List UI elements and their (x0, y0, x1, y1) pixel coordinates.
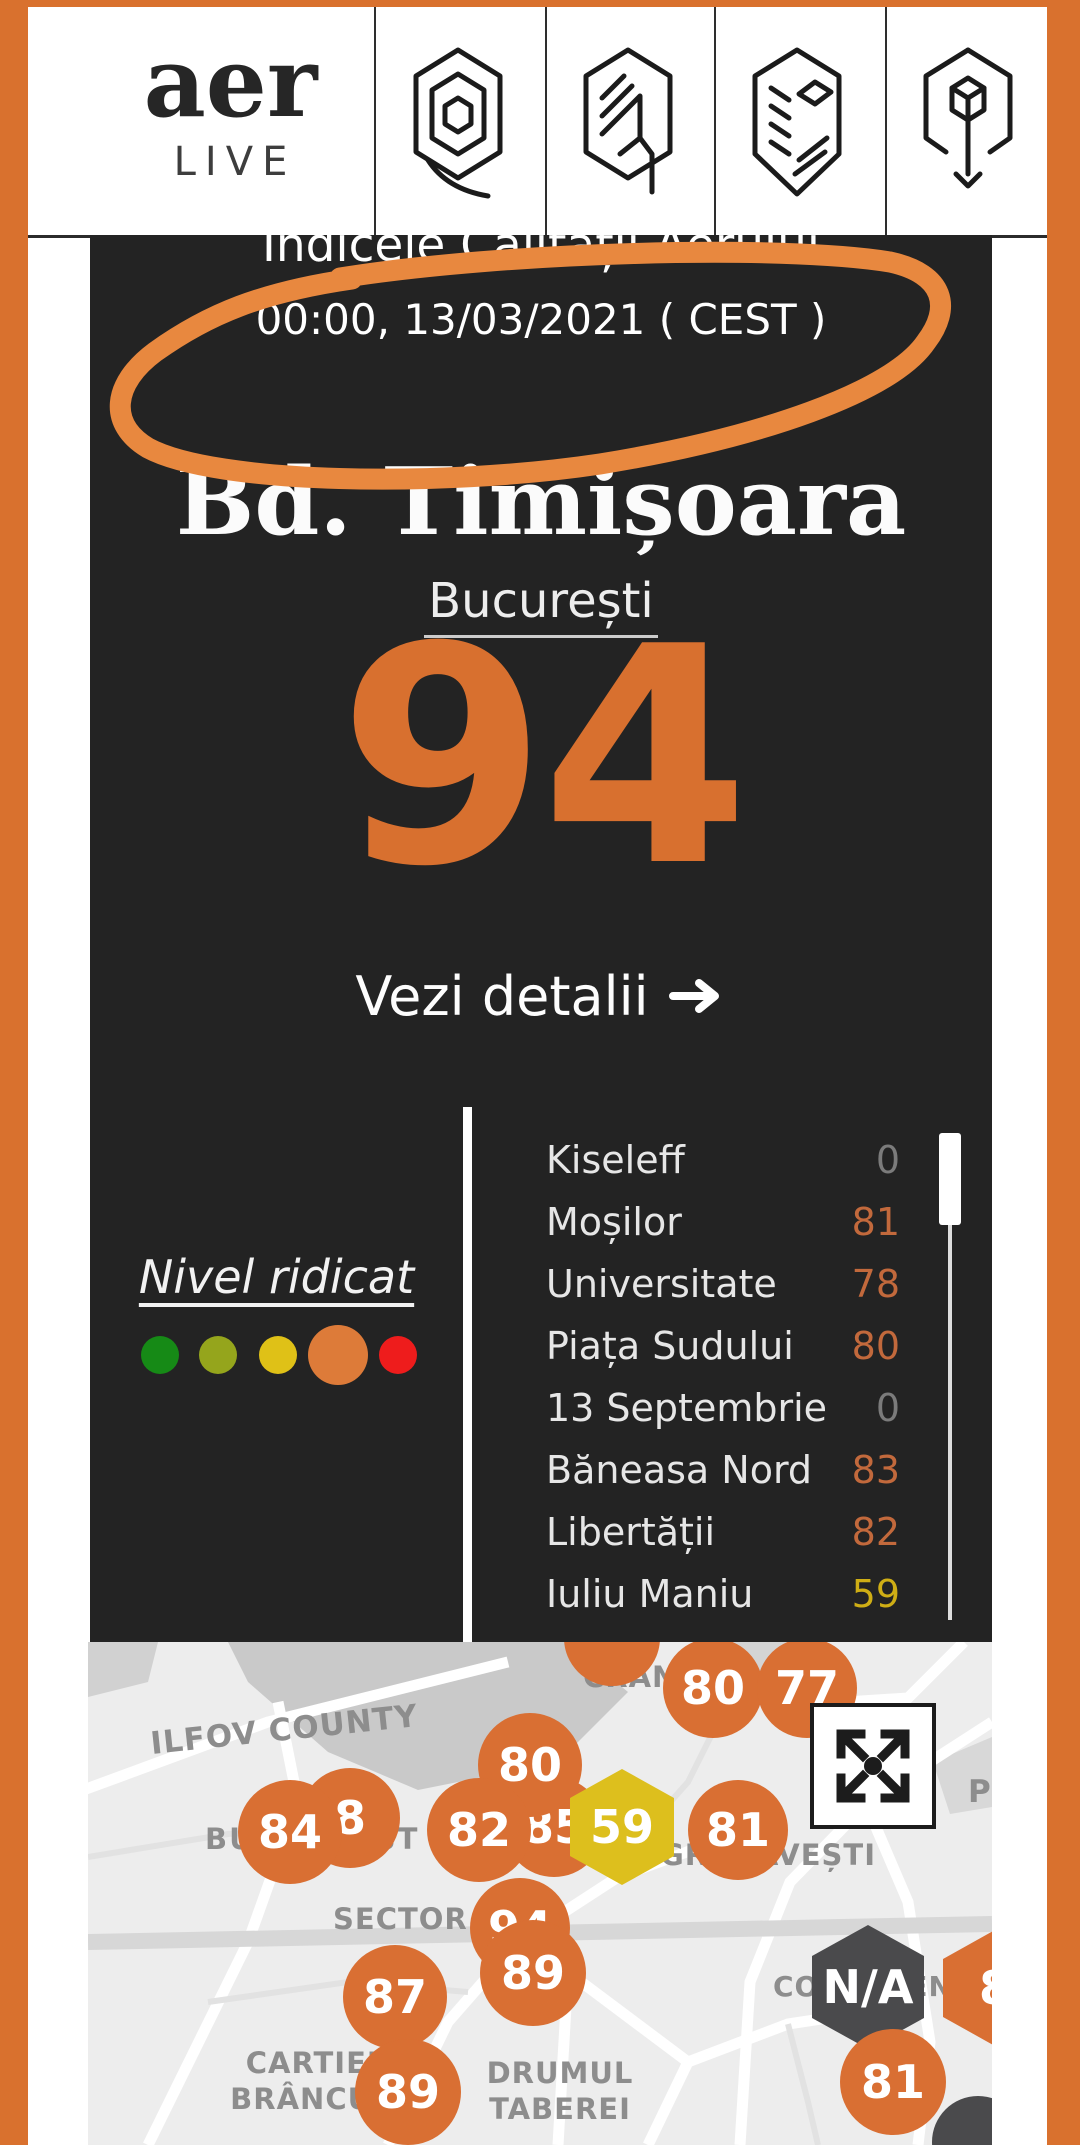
station-name: Kiseleff (546, 1138, 685, 1182)
map-label: TABEREI (489, 2092, 631, 2126)
station-value: 81 (851, 1200, 900, 1244)
details-link[interactable]: Vezi detalii (90, 961, 992, 1031)
map-expand-button[interactable] (810, 1703, 936, 1829)
app-logo[interactable]: aer (143, 26, 318, 139)
scale-dot-olive (199, 1336, 237, 1374)
station-row[interactable]: 13 Septembrie 0 (472, 1386, 992, 1434)
scale-dot-red (379, 1336, 417, 1374)
app-header: aer LIVE (28, 7, 1047, 238)
city-link[interactable]: București (424, 573, 658, 638)
station-value: 80 (851, 1324, 900, 1368)
hex-branch-icon[interactable] (568, 42, 688, 202)
station-name: Universitate (546, 1262, 777, 1306)
station-row[interactable]: Băneasa Nord 83 (472, 1448, 992, 1496)
map-marker[interactable]: 81 (840, 2029, 946, 2135)
map-marker[interactable]: 80 (663, 1642, 763, 1738)
scale-dot-yellow (259, 1336, 297, 1374)
details-label: Vezi detalii (355, 964, 649, 1028)
station-row[interactable]: Iuliu Maniu 59 (472, 1572, 992, 1620)
scale-dot-green (141, 1336, 179, 1374)
scrollbar-track (948, 1225, 952, 1620)
map-marker[interactable]: 82 (427, 1778, 531, 1882)
station-value: 59 (851, 1572, 900, 1616)
station-name: Libertății (546, 1510, 716, 1554)
station-row[interactable]: Piața Sudului 80 (472, 1324, 992, 1372)
map-label: P (968, 1774, 992, 1810)
map-marker[interactable]: 77 (757, 1642, 857, 1738)
timestamp: 00:00, 13/03/2021 ( CEST ) (255, 295, 827, 344)
level-panel: Nivel ridicat (90, 1107, 463, 1642)
expand-arrows-icon (836, 1729, 910, 1803)
air-quality-map[interactable]: ILFOV COUNTY CRÂNGAȘI BUCHAREST SECTOR 6… (88, 1642, 992, 2145)
map-marker[interactable]: 81 (688, 1780, 788, 1880)
scrollbar-thumb[interactable] (939, 1133, 961, 1225)
header-divider (545, 7, 547, 235)
station-value: 78 (851, 1262, 900, 1306)
map-label: DRUMUL (486, 2056, 634, 2090)
hex-feather-icon[interactable] (737, 42, 857, 202)
station-name: 13 Septembrie (546, 1386, 828, 1430)
level-label: Nivel ridicat (138, 1250, 415, 1304)
app-logo-live: LIVE (173, 139, 297, 185)
station-value: 0 (875, 1138, 900, 1182)
station-name: Moșilor (546, 1200, 682, 1244)
map-marker[interactable]: 89 (480, 1920, 586, 2026)
hex-cube-pin-icon[interactable] (908, 42, 1028, 202)
station-row[interactable]: Moșilor 81 (472, 1200, 992, 1248)
header-divider (374, 7, 376, 235)
station-row[interactable]: Libertății 82 (472, 1510, 992, 1558)
hand-drawn-circle-annotation (109, 241, 951, 490)
station-name: Băneasa Nord (546, 1448, 813, 1492)
aqi-card: Indicele Calității Aerului 00:00, 13/03/… (90, 235, 992, 1107)
map-marker[interactable]: 89 (355, 2039, 461, 2145)
arrow-right-icon (668, 979, 719, 1013)
station-row[interactable]: Universitate 78 (472, 1262, 992, 1310)
hex-rings-leaf-icon[interactable] (398, 42, 518, 202)
map-marker[interactable]: 87 (343, 1945, 447, 2049)
map-marker-hexagon[interactable]: 59 (570, 1769, 674, 1885)
station-value: 0 (875, 1386, 900, 1430)
aqi-value: 94 (338, 583, 749, 932)
header-divider (714, 7, 716, 235)
map-marker[interactable]: 84 (238, 1780, 342, 1884)
station-row[interactable]: Kiseleff 0 (472, 1138, 992, 1186)
scale-dot-orange-selected (308, 1325, 368, 1385)
stations-panel: Kiseleff 0 Moșilor 81 Universitate 78 Pi… (472, 1107, 992, 1642)
station-name: Iuliu Maniu (546, 1572, 754, 1616)
header-divider (885, 7, 887, 235)
station-name: Piața Sudului (546, 1324, 794, 1368)
station-value: 82 (851, 1510, 900, 1554)
station-value: 83 (851, 1448, 900, 1492)
app-page: aer LIVE (28, 7, 1047, 2145)
